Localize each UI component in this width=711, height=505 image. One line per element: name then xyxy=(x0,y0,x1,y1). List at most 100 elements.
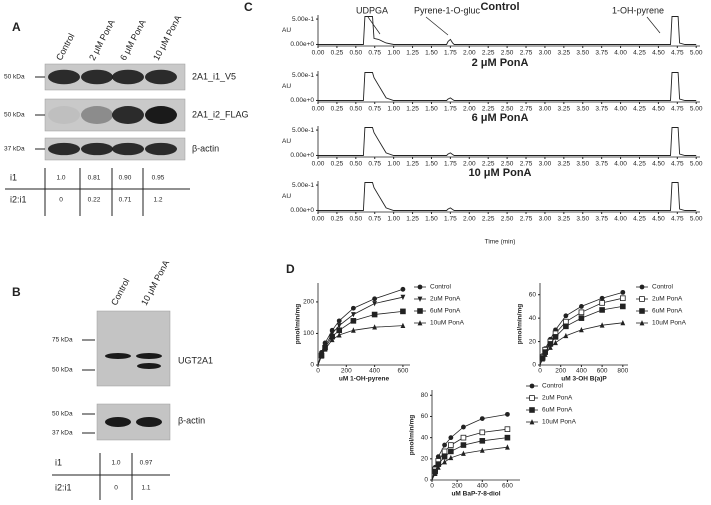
y-tick-label: 0 xyxy=(310,362,314,369)
legend-marker xyxy=(529,395,535,401)
marker xyxy=(579,304,584,309)
x-tick-label: 3.00 xyxy=(539,161,552,168)
y-tick-label: 0.00e+0 xyxy=(290,152,314,159)
marker xyxy=(563,323,569,330)
band xyxy=(48,69,80,85)
x-tick-label: 0.50 xyxy=(349,216,362,223)
y-tick-label: 5.00e-1 xyxy=(292,16,314,23)
x-tick-label: 2.25 xyxy=(482,161,495,168)
x-tick-label: 0 xyxy=(538,368,542,375)
x-tick-label: 1.50 xyxy=(425,50,438,57)
marker xyxy=(542,351,548,357)
marker xyxy=(319,353,324,359)
marker xyxy=(578,309,585,316)
x-tick-label: 400 xyxy=(576,368,587,375)
x-tick-label: 1.50 xyxy=(425,216,438,223)
x-tick-label: 5.00 xyxy=(690,50,703,57)
band xyxy=(48,142,80,156)
marker xyxy=(460,434,467,441)
x-tick-label: 600 xyxy=(397,368,408,375)
x-tick-label: 3.75 xyxy=(595,161,608,168)
x-tick-label: 0.50 xyxy=(349,161,362,168)
x-tick-label: 2.00 xyxy=(463,161,476,168)
marker xyxy=(504,426,511,432)
x-tick-label: 1.75 xyxy=(444,50,457,57)
x-tick-label: 3.75 xyxy=(595,106,608,113)
kda-marker: 37 kDa xyxy=(4,146,25,153)
x-tick-label: 2.00 xyxy=(463,106,476,113)
x-tick-label: 2.25 xyxy=(482,106,495,113)
marker xyxy=(448,454,454,461)
trace xyxy=(318,72,697,101)
marker xyxy=(461,450,466,456)
x-tick-label: 0.00 xyxy=(312,161,325,168)
x-tick-label: 1.00 xyxy=(387,216,400,223)
table-cell: 1.0 xyxy=(56,175,65,182)
marker xyxy=(336,327,343,334)
marker xyxy=(460,442,467,448)
x-tick-label: 600 xyxy=(597,368,608,375)
marker xyxy=(578,315,585,321)
x-tick-label: 4.00 xyxy=(614,50,627,57)
y-axis-label: pmol/min/mg xyxy=(517,304,524,344)
marker xyxy=(563,332,569,339)
legend-marker xyxy=(639,284,645,290)
marker xyxy=(479,416,485,421)
marker xyxy=(552,334,559,340)
marker xyxy=(599,322,605,328)
marker xyxy=(448,448,454,455)
annotation: Pyrene-1-O-gluc xyxy=(414,5,481,15)
marker xyxy=(553,339,558,346)
legend-marker xyxy=(529,407,535,413)
y-tick-label: 60 xyxy=(529,291,537,298)
marker xyxy=(620,303,626,310)
trace xyxy=(318,127,697,156)
x-tick-label: 3.50 xyxy=(576,50,589,57)
table-cell: i1 xyxy=(10,172,17,182)
marker xyxy=(479,447,485,453)
x-tick-label: 600 xyxy=(502,483,513,490)
marker xyxy=(336,318,342,324)
legend-marker xyxy=(417,308,423,314)
legend-label: Control xyxy=(652,284,674,291)
y-tick-label: 5.00e-1 xyxy=(292,72,314,79)
annotation-arrow xyxy=(646,16,661,34)
table-cell: 0.22 xyxy=(88,197,101,204)
marker xyxy=(435,464,441,470)
x-tick-label: 0 xyxy=(430,483,434,490)
legend-marker xyxy=(639,296,645,302)
legend-marker xyxy=(529,383,535,389)
x-tick-label: 3.00 xyxy=(539,106,552,113)
x-tick-label: 800 xyxy=(617,368,628,375)
y-axis-label: AU xyxy=(282,193,291,200)
table-cell: 0 xyxy=(114,485,118,492)
blot-label: 2A1_i2_FLAG xyxy=(192,109,249,119)
x-tick-label: 4.50 xyxy=(652,161,665,168)
band xyxy=(81,142,113,156)
blot-label: UGT2A1 xyxy=(178,355,213,365)
table-cell: 0.71 xyxy=(119,197,132,204)
x-tick-label: 0.00 xyxy=(312,216,325,223)
band xyxy=(136,353,162,359)
x-tick-label: 3.75 xyxy=(595,216,608,223)
marker xyxy=(579,326,584,333)
x-axis-label: uM 1-OH-pyrene xyxy=(339,376,390,383)
marker xyxy=(350,312,356,318)
x-tick-label: 3.25 xyxy=(558,161,571,168)
x-tick-label: 4.00 xyxy=(614,216,627,223)
x-tick-label: 2.00 xyxy=(463,50,476,57)
x-tick-label: 2.25 xyxy=(482,216,495,223)
legend-marker xyxy=(417,296,423,302)
x-tick-label: 2.75 xyxy=(520,106,533,113)
y-tick-label: 60 xyxy=(421,413,429,420)
x-tick-label: 0.75 xyxy=(368,50,381,57)
y-axis-label: AU xyxy=(282,83,291,90)
chart-title: Control xyxy=(480,1,519,13)
table-cell: 1.2 xyxy=(153,197,162,204)
marker xyxy=(329,331,335,337)
table-cell: 1.0 xyxy=(111,460,120,467)
x-tick-label: 4.50 xyxy=(652,50,665,57)
annotation: UDPGA xyxy=(356,5,388,15)
band xyxy=(145,142,177,156)
